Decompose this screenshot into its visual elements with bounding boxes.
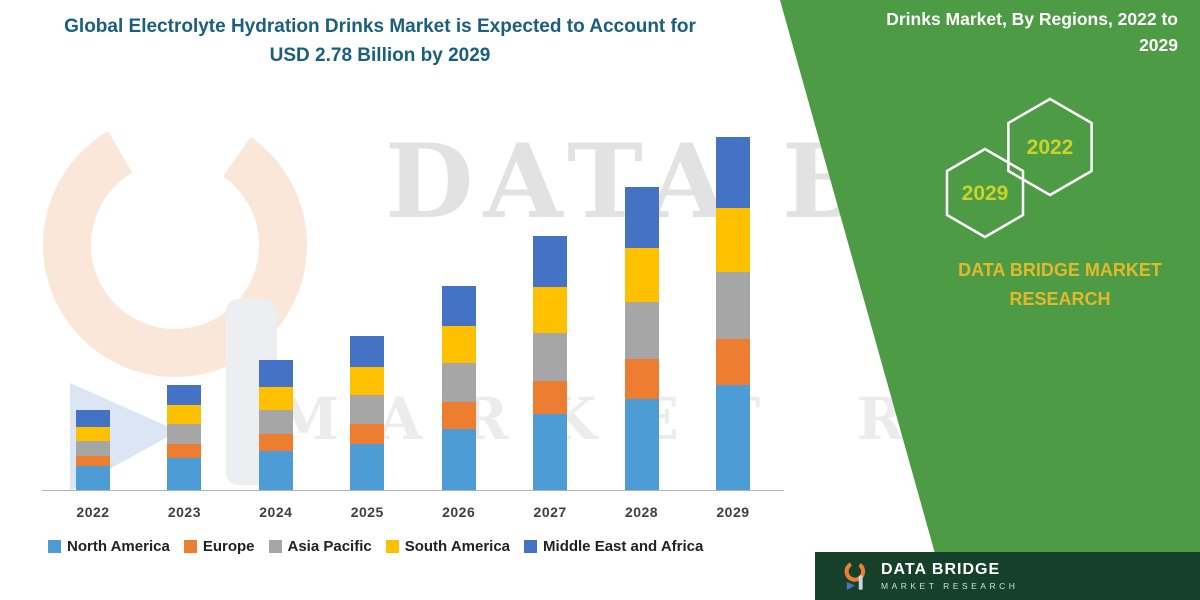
legend-label: Asia Pacific — [287, 538, 372, 555]
x-axis-label: 2025 — [350, 504, 384, 520]
bar-segment — [441, 429, 476, 490]
bar-segment — [533, 236, 568, 287]
legend-label: Europe — [202, 538, 255, 555]
bar-segment — [533, 332, 568, 381]
chart-legend: North America Europe Asia Pacific South Ame… — [48, 538, 788, 555]
legend-swatch — [524, 540, 538, 553]
bar-segment — [167, 384, 202, 405]
bar-segment — [441, 402, 476, 429]
legend-swatch — [385, 540, 399, 553]
x-axis-label: 2022 — [76, 504, 110, 520]
stacked-bar-chart: 2022 2023 2024 2025 2026 2027 2028 2029 — [48, 120, 778, 520]
bar-segment — [167, 423, 202, 445]
legend-item: Europe — [183, 538, 255, 555]
bar-stack — [76, 410, 110, 490]
bar-segment — [76, 440, 110, 456]
hexagon-year-2022: 2022 — [1027, 136, 1074, 159]
bar-segment — [441, 362, 476, 403]
bar-segment — [258, 410, 293, 435]
footer-bar: DATA BRIDGE MARKET RESEARCH — [815, 552, 1200, 600]
legend-swatch — [268, 540, 282, 553]
hexagon-year-2029: 2029 — [962, 182, 1009, 205]
bar-segment — [715, 271, 750, 339]
bar-stack — [167, 384, 202, 490]
bar-segment — [258, 360, 293, 388]
bar-segment — [350, 444, 385, 490]
x-axis-label: 2023 — [167, 504, 201, 520]
legend-item: Asia Pacific — [268, 538, 372, 555]
bar-segment — [167, 444, 202, 459]
bar-segment — [624, 398, 659, 490]
legend-item: Middle East and Africa — [524, 538, 703, 555]
bar-segment — [624, 186, 659, 248]
x-axis-label: 2024 — [259, 504, 293, 520]
bar-segment — [441, 285, 476, 327]
legend-label: Middle East and Africa — [543, 538, 704, 555]
side-panel-heading: Drinks Market, By Regions, 2022 to 2029 — [886, 9, 1178, 56]
x-axis-label: 2027 — [533, 504, 567, 520]
chart-title: Global Electrolyte Hydration Drinks Mark… — [64, 16, 696, 67]
bar-segment — [76, 455, 110, 466]
bar-segment — [167, 458, 202, 490]
hexagon-2022-outline — [1007, 97, 1093, 197]
bar-column: 2025 — [322, 120, 412, 520]
bar-stack — [350, 336, 385, 490]
bar-segment — [715, 137, 750, 209]
footer-brand-text: DATA BRIDGE — [881, 561, 1001, 578]
bar-stack — [624, 186, 659, 490]
bar-segment — [715, 338, 750, 385]
bar-column: 2024 — [231, 120, 321, 520]
bar-segment — [350, 336, 385, 367]
footer-sub-text: MARKET RESEARCH — [881, 581, 1019, 591]
bar-segment — [258, 387, 293, 411]
footer-logo-icon — [844, 561, 866, 591]
bar-stack — [258, 360, 293, 490]
legend-label: South America — [404, 538, 511, 555]
bar-segment — [533, 286, 568, 333]
hexagon-year-badges: 2022 2029 — [945, 97, 1093, 239]
bar-segment — [76, 426, 110, 441]
bar-segment — [350, 366, 385, 395]
bar-segment — [258, 450, 293, 490]
bar-column: 2022 — [48, 120, 138, 520]
x-axis-label: 2028 — [624, 504, 659, 520]
bar-segment — [76, 465, 110, 490]
legend-item: North America — [48, 538, 170, 555]
legend-label: North America — [67, 538, 170, 555]
bar-segment — [350, 424, 385, 445]
bar-segment — [533, 380, 568, 414]
bar-segment — [167, 404, 202, 424]
bar-column: 2029 — [688, 120, 778, 520]
legend-swatch — [48, 540, 61, 553]
bar-segment — [350, 394, 385, 425]
x-axis-label: 2026 — [442, 504, 476, 520]
bar-column: 2026 — [414, 120, 504, 520]
bar-column: 2023 — [139, 120, 229, 520]
bar-segment — [715, 208, 750, 272]
x-axis-label: 2029 — [716, 504, 750, 520]
bar-segment — [624, 302, 659, 360]
bar-segment — [624, 359, 659, 399]
bar-stack — [715, 137, 750, 490]
legend-swatch — [183, 540, 197, 553]
bar-segment — [624, 247, 659, 303]
bar-segment — [715, 384, 750, 490]
bar-stack — [533, 236, 568, 490]
bar-segment — [76, 410, 110, 427]
bar-stack — [441, 285, 476, 490]
side-panel-brand-text: DATA BRIDGE MARKET RESEARCH — [958, 260, 1162, 309]
x-axis-line — [42, 490, 784, 491]
bar-segment — [533, 413, 568, 490]
bar-segment — [258, 434, 293, 451]
hexagon-2029-outline — [945, 147, 1025, 239]
bar-column: 2028 — [597, 120, 687, 520]
bar-column: 2027 — [505, 120, 595, 520]
legend-item: South America — [385, 538, 511, 555]
bar-segment — [441, 326, 476, 363]
